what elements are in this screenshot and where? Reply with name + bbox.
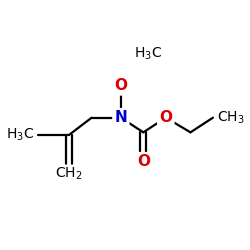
Text: H$_3$C: H$_3$C — [134, 46, 162, 62]
Text: O: O — [137, 154, 150, 169]
Text: H$_3$C: H$_3$C — [6, 126, 34, 143]
Text: O: O — [159, 110, 172, 125]
Text: N: N — [114, 110, 127, 125]
Text: CH$_2$: CH$_2$ — [56, 165, 83, 182]
Text: CH$_3$: CH$_3$ — [218, 110, 245, 126]
Text: O: O — [114, 78, 127, 94]
